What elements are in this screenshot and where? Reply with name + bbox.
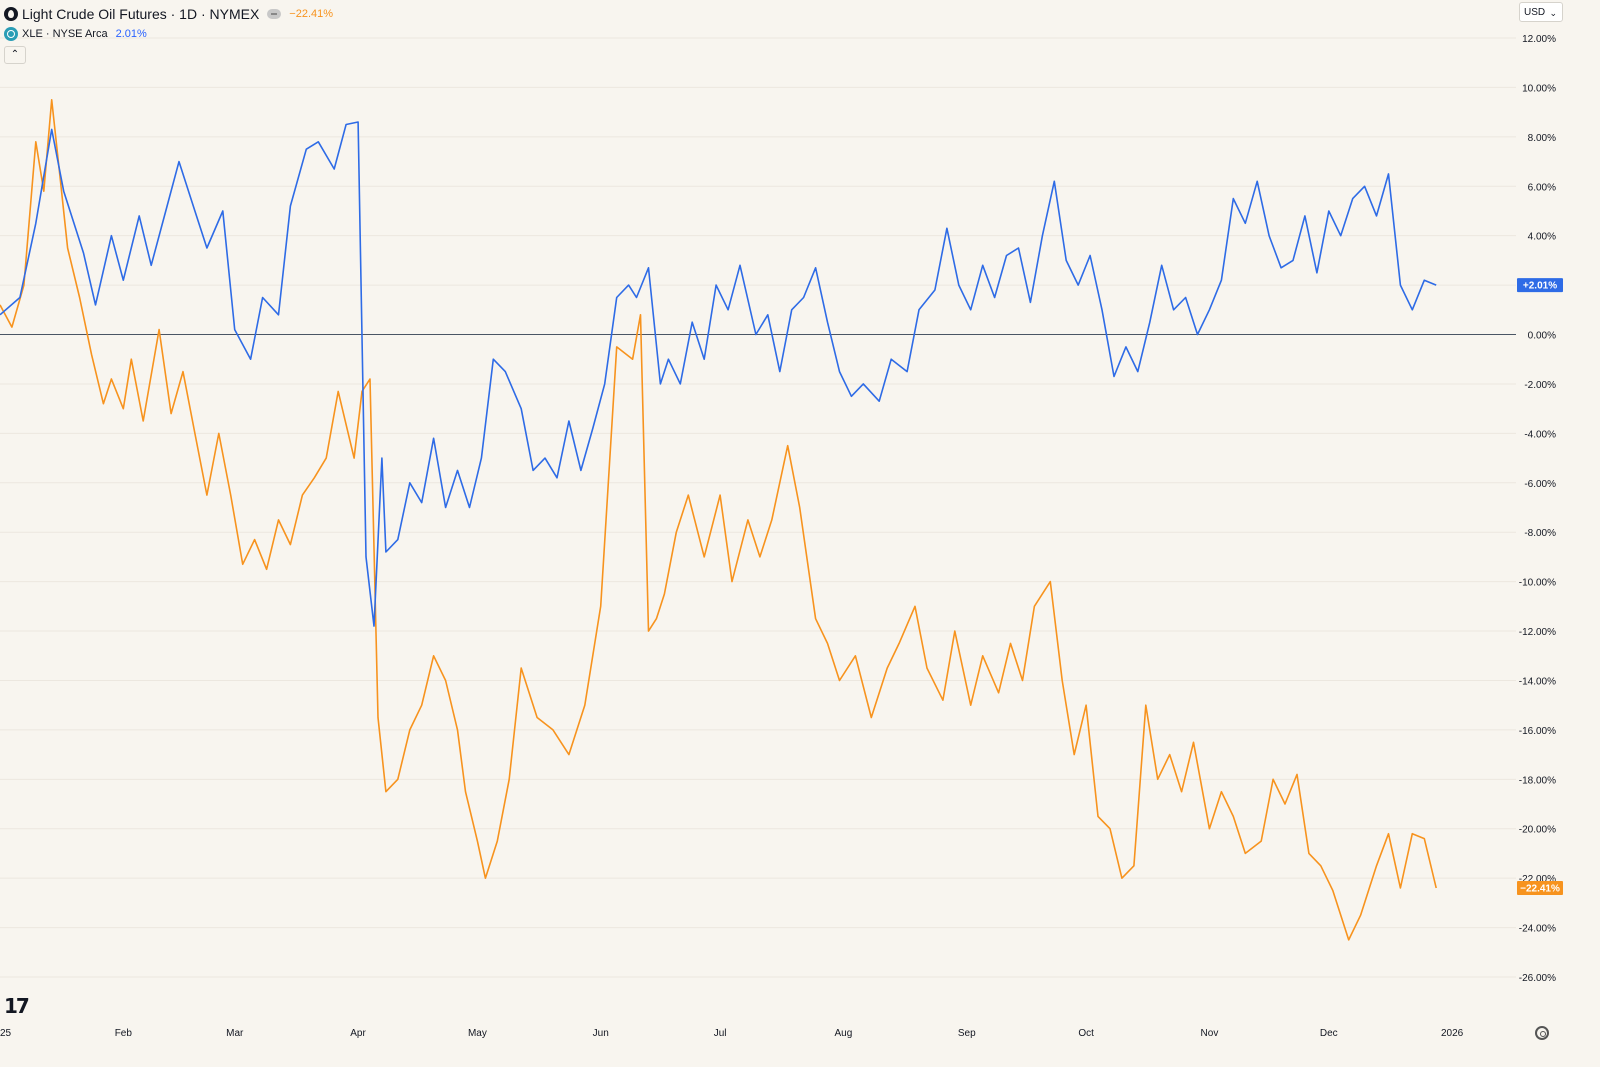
y-tick-label: 4.00%: [1528, 232, 1556, 243]
x-tick-label: Jun: [593, 1028, 609, 1039]
y-tick-label: -24.00%: [1519, 924, 1556, 935]
y-tick-label: -2.00%: [1524, 380, 1556, 391]
last-value-label-xle: +2.01%: [1523, 281, 1557, 292]
y-tick-label: -8.00%: [1524, 528, 1556, 539]
y-tick-label: -6.00%: [1524, 479, 1556, 490]
grid: [0, 37, 1516, 978]
oil-drop-icon: [4, 7, 18, 21]
legend: Light Crude Oil Futures · 1D · NYMEX −22…: [4, 4, 333, 44]
legend-compare-title: XLE · NYSE Arca: [22, 28, 108, 40]
x-tick-label: Apr: [350, 1028, 366, 1039]
x-tick-label: Jul: [714, 1028, 727, 1039]
price-tags: −22.41% +2.01%: [1517, 278, 1563, 896]
legend-row-xle[interactable]: XLE · NYSE Arca 2.01%: [4, 24, 333, 44]
currency-select[interactable]: USD ⌄: [1519, 2, 1563, 22]
x-tick-label: Oct: [1078, 1028, 1094, 1039]
y-tick-label: -20.00%: [1519, 825, 1556, 836]
y-tick-label: -12.00%: [1519, 627, 1556, 638]
y-tick-label: -18.00%: [1519, 775, 1556, 786]
legend-main-title: Light Crude Oil Futures · 1D · NYMEX: [22, 6, 260, 22]
x-tick-label: Feb: [115, 1028, 133, 1039]
legend-compare-change: 2.01%: [115, 28, 147, 40]
gear-icon[interactable]: [1535, 1026, 1549, 1040]
series-line-oil[interactable]: [0, 99, 1437, 941]
currency-label: USD: [1524, 7, 1546, 18]
chevron-down-icon: ⌄: [1549, 8, 1557, 18]
y-tick-label: 10.00%: [1522, 83, 1556, 94]
x-tick-label: May: [468, 1028, 487, 1039]
tradingview-logo[interactable]: 17: [4, 994, 30, 1018]
last-value-tag-oil: [1517, 881, 1563, 896]
x-tick-label: Dec: [1320, 1028, 1338, 1039]
x-tick-label: Nov: [1201, 1028, 1219, 1039]
legend-main-change: −22.41%: [289, 8, 334, 20]
x-axis[interactable]: 25 Feb Mar Apr May Jun Jul Aug Sep Oct Nov Dec 2026: [0, 1028, 1464, 1039]
last-value-label-oil: −22.41%: [1520, 884, 1560, 895]
visibility-toggle-icon[interactable]: [267, 9, 282, 19]
x-tick-label: Mar: [226, 1028, 244, 1039]
y-tick-label: 8.00%: [1528, 133, 1556, 144]
x-tick-label: Sep: [958, 1028, 976, 1039]
y-tick-label: 0.00%: [1528, 331, 1556, 342]
last-value-tag-xle: [1517, 278, 1563, 293]
series-layer: [0, 99, 1437, 941]
series-line-xle[interactable]: [0, 121, 1437, 627]
y-tick-label: -14.00%: [1519, 676, 1556, 687]
y-tick-label: 6.00%: [1528, 182, 1556, 193]
x-tick-label: Aug: [835, 1028, 853, 1039]
y-tick-label: 12.00%: [1522, 34, 1556, 45]
y-tick-label: -16.00%: [1519, 726, 1556, 737]
x-tick-label: 25: [0, 1028, 12, 1039]
y-tick-label: -26.00%: [1519, 973, 1556, 984]
xle-symbol-icon: [4, 27, 18, 41]
collapse-legend-button[interactable]: ⌃: [4, 46, 26, 64]
legend-row-oil[interactable]: Light Crude Oil Futures · 1D · NYMEX −22…: [4, 4, 333, 24]
x-tick-label: 2026: [1441, 1028, 1464, 1039]
y-tick-label: -22.00%: [1519, 874, 1556, 885]
y-tick-label: -4.00%: [1524, 429, 1556, 440]
y-tick-label: -10.00%: [1519, 578, 1556, 589]
